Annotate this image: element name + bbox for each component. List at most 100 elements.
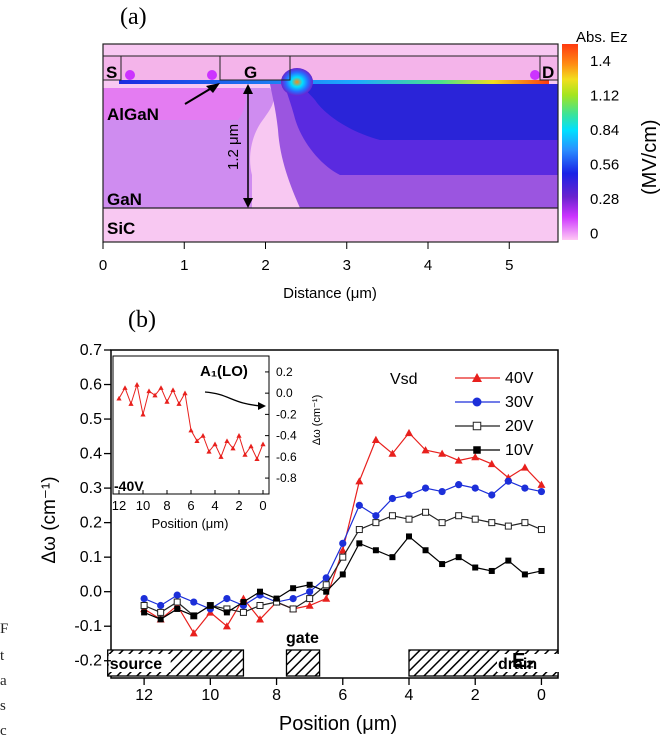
colorbar-tick-label: 0.28 — [590, 191, 619, 208]
inset-point — [248, 443, 254, 449]
contact-bump — [530, 70, 540, 80]
inset-point — [170, 387, 176, 393]
point-20V — [537, 526, 545, 534]
point-30V — [223, 594, 231, 603]
point-30V — [239, 601, 248, 610]
region-label-bg — [108, 654, 171, 672]
panel-a-label: (a) — [120, 4, 147, 30]
inset-y-tick-label: -0.2 — [276, 407, 297, 421]
point-30V — [140, 594, 148, 603]
cut-caption-2: t — [0, 648, 5, 664]
point-30V — [306, 588, 314, 596]
series-line-20V — [143, 511, 542, 617]
point-20V — [521, 519, 529, 527]
point-30V — [322, 574, 330, 582]
inset-x-tick-label: 6 — [187, 498, 194, 513]
legend-entry: 10V — [505, 442, 534, 459]
point-40V — [272, 598, 281, 606]
inset-point — [188, 427, 194, 433]
series-line-10V — [143, 535, 542, 620]
legend-entry: 20V — [505, 418, 534, 435]
point-20V — [504, 522, 512, 530]
inset-point — [242, 452, 248, 457]
thickness-arrow-top — [243, 84, 253, 94]
colorbar-tick-label: 1.12 — [590, 88, 619, 105]
channel-stripe — [119, 80, 549, 84]
legend-marker — [472, 397, 482, 407]
y-tick-label: -0.2 — [74, 653, 102, 670]
inset-x-tick-label: 0 — [259, 498, 266, 513]
point-40V — [256, 615, 264, 623]
high-field-core-inner — [300, 84, 558, 140]
inset-point — [254, 456, 260, 462]
inset-point — [230, 445, 236, 451]
inset-shift-curve — [204, 391, 263, 407]
inset-y-tick-label: -0.6 — [276, 450, 297, 464]
inset-x-tick-label: 12 — [112, 498, 126, 513]
thickness-arrow-bottom — [243, 198, 253, 208]
contact-bump — [207, 70, 217, 80]
contact-bump — [125, 70, 135, 80]
region-label-bg — [497, 654, 559, 672]
inset-y-tick-label: 0.0 — [276, 386, 293, 400]
series-line-30V — [143, 480, 542, 610]
device-frame — [102, 43, 559, 243]
region-label-source: source — [110, 656, 163, 673]
gan-field-region-dark — [103, 88, 246, 120]
x-tick-label: 8 — [272, 687, 281, 704]
point-30V — [388, 494, 397, 503]
point-30V — [339, 539, 347, 547]
point-40V — [222, 622, 231, 630]
point-40V — [156, 615, 165, 623]
cut-caption-5: c — [0, 723, 7, 739]
point-40V — [421, 446, 430, 454]
point-10V — [389, 554, 396, 561]
inset-annotation: -40V — [114, 478, 144, 494]
point-20V — [223, 605, 231, 613]
point-20V — [239, 608, 247, 616]
inset-x-tick-label: 2 — [235, 498, 242, 513]
x-tick-label: 4 — [405, 687, 414, 704]
point-30V — [537, 487, 546, 496]
point-10V — [356, 540, 363, 547]
point-20V — [422, 508, 430, 516]
colorbar — [562, 44, 578, 240]
point-10V — [290, 585, 297, 592]
point-40V — [239, 594, 248, 602]
y-axis-label: Δω (cm⁻¹) — [39, 476, 60, 563]
point-40V — [305, 601, 314, 609]
point-20V — [355, 526, 363, 534]
mode-label: E₂ — [512, 650, 534, 672]
point-20V — [438, 519, 446, 527]
point-20V — [405, 515, 413, 523]
inset-series-line — [118, 384, 264, 461]
point-30V — [372, 512, 380, 520]
y-tick-label: 0.5 — [80, 411, 102, 428]
region-gate — [285, 649, 321, 677]
point-40V — [537, 480, 546, 488]
point-10V — [273, 595, 280, 602]
inset-point — [152, 392, 158, 398]
x-tick-label: 4 — [424, 257, 432, 274]
point-20V — [339, 553, 347, 561]
x-tick-label: 10 — [201, 687, 219, 704]
inset-point — [140, 411, 146, 417]
gate-hotspot — [281, 68, 313, 96]
inset-point — [224, 438, 230, 444]
inset-y-tick-label: 0.2 — [276, 365, 293, 379]
point-20V — [273, 598, 281, 606]
point-20V — [455, 512, 463, 520]
y-tick-label: 0.2 — [80, 515, 102, 532]
point-40V — [173, 601, 182, 609]
region-drain — [408, 649, 559, 677]
point-20V — [157, 608, 165, 616]
point-40V — [487, 459, 496, 468]
colorbar-tick-label: 0.56 — [590, 157, 619, 174]
x-tick-label: 6 — [338, 687, 347, 704]
inset-x-tick-label: 4 — [211, 498, 218, 513]
inset-point — [260, 441, 266, 447]
legend-entry: 40V — [505, 370, 534, 387]
point-20V — [322, 581, 330, 589]
inset-shift-curve-arrow — [258, 402, 266, 410]
point-30V — [488, 491, 496, 499]
